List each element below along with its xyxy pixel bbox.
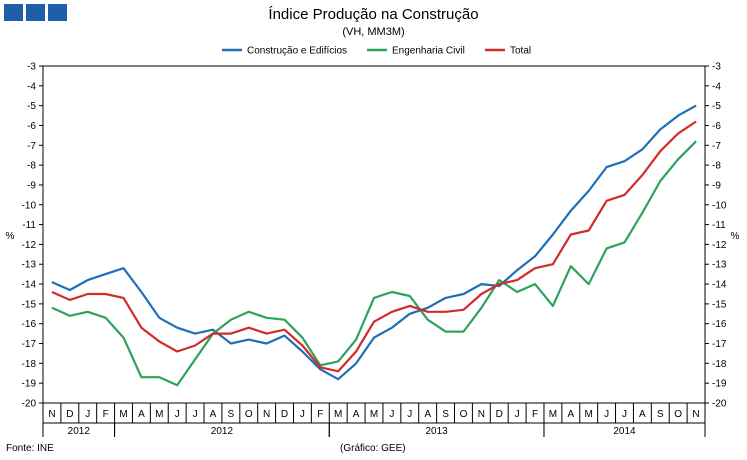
y-tick-label-left: -13 [22,260,37,271]
x-tick-label: S [442,409,449,420]
legend-label: Construção e Edifícios [247,46,347,57]
y-tick-label-right: -8 [712,161,721,172]
x-tick-label: M [549,409,557,420]
x-tick-label: F [317,409,323,420]
series-line [51,120,697,373]
x-tick-label: J [604,409,609,420]
x-tick-label: S [228,409,235,420]
y-tick-label-right: -9 [712,180,721,191]
x-tick-label: M [119,409,127,420]
series-line [51,140,697,387]
x-tick-label: N [692,409,699,420]
logo-square [4,4,23,21]
x-tick-label: M [585,409,593,420]
x-tick-label: A [639,409,646,420]
credit-note: (Gráfico: GEE) [340,443,406,454]
y-tick-label-left: -12 [22,240,37,251]
y-tick-label-right: -5 [712,101,721,112]
y-tick-label-left: -18 [22,359,37,370]
y-tick-label-right: -6 [712,121,721,132]
y-tick-label-left: -9 [27,180,36,191]
y-tick-label-left: -20 [22,399,37,410]
y-tick-label-right: -12 [712,240,727,251]
source-note: Fonte: INE [6,443,54,454]
x-tick-label: M [155,409,163,420]
y-tick-label-right: -3 [712,62,721,73]
x-tick-label: F [532,409,538,420]
x-tick-label: J [515,409,520,420]
x-tick-label: A [424,409,431,420]
year-label: 2014 [613,426,636,437]
legend-label: Engenharia Civil [392,46,465,57]
year-label: 2013 [425,426,448,437]
y-tick-label-left: -4 [27,81,36,92]
plot-frame [42,65,706,404]
year-label: 2012 [68,426,91,437]
y-tick-label-right: -10 [712,200,727,211]
x-tick-label: S [657,409,664,420]
x-tick-label: D [281,409,288,420]
y-tick-label-right: -15 [712,299,727,310]
x-tick-label: F [103,409,109,420]
x-tick-label: O [674,409,682,420]
y-tick-label-right: -16 [712,319,727,330]
y-tick-label-right: -20 [712,399,727,410]
chart-title: Índice Produção na Construção [268,6,479,23]
x-tick-label: O [245,409,253,420]
y-tick-label-right: -13 [712,260,727,271]
chart-subtitle: (VH, MM3M) [342,26,405,38]
y-tick-label-right: -14 [712,280,727,291]
y-tick-label-right: -7 [712,141,721,152]
logo-square [26,4,45,21]
y-tick-label-right: -4 [712,81,721,92]
y-tick-label-right: -11 [712,220,726,231]
y-tick-label-left: -19 [22,379,37,390]
x-tick-label: M [334,409,342,420]
x-tick-label: N [263,409,270,420]
y-tick-label-right: -18 [712,359,727,370]
x-tick-label: D [496,409,503,420]
y-tick-label-left: -10 [22,200,37,211]
x-tick-label: J [407,409,412,420]
y-tick-label-left: -16 [22,319,37,330]
x-tick-label: N [48,409,55,420]
series-line [51,104,697,381]
y-tick-label-left: -3 [27,62,36,73]
y-tick-label-left: -7 [27,141,36,152]
y-tick-label-left: -15 [22,299,37,310]
x-tick-label: J [85,409,90,420]
x-tick-label: A [138,409,145,420]
y-tick-label-left: -5 [27,101,36,112]
y-tick-label-right: -19 [712,379,727,390]
logo-square [48,4,67,21]
y-tick-label-left: -8 [27,161,36,172]
x-tick-label: A [210,409,217,420]
y-tick-label-right: -17 [712,339,727,350]
logo [4,4,67,21]
y-axis-label-left: % [6,231,15,242]
x-tick-label: J [622,409,627,420]
x-tick-label: J [389,409,394,420]
y-tick-label-left: -14 [22,280,37,291]
y-axis-label-right: % [731,231,740,242]
legend-label: Total [510,46,531,57]
y-tick-label-left: -17 [22,339,37,350]
x-tick-label: N [478,409,485,420]
x-tick-label: A [567,409,574,420]
y-tick-label-left: -11 [22,220,36,231]
x-tick-label: J [175,409,180,420]
y-tick-label-left: -6 [27,121,36,132]
year-label: 2012 [211,426,234,437]
x-tick-label: D [66,409,73,420]
x-tick-label: M [370,409,378,420]
x-tick-label: A [353,409,360,420]
x-tick-label: J [300,409,305,420]
x-tick-label: O [460,409,468,420]
x-tick-label: J [193,409,198,420]
